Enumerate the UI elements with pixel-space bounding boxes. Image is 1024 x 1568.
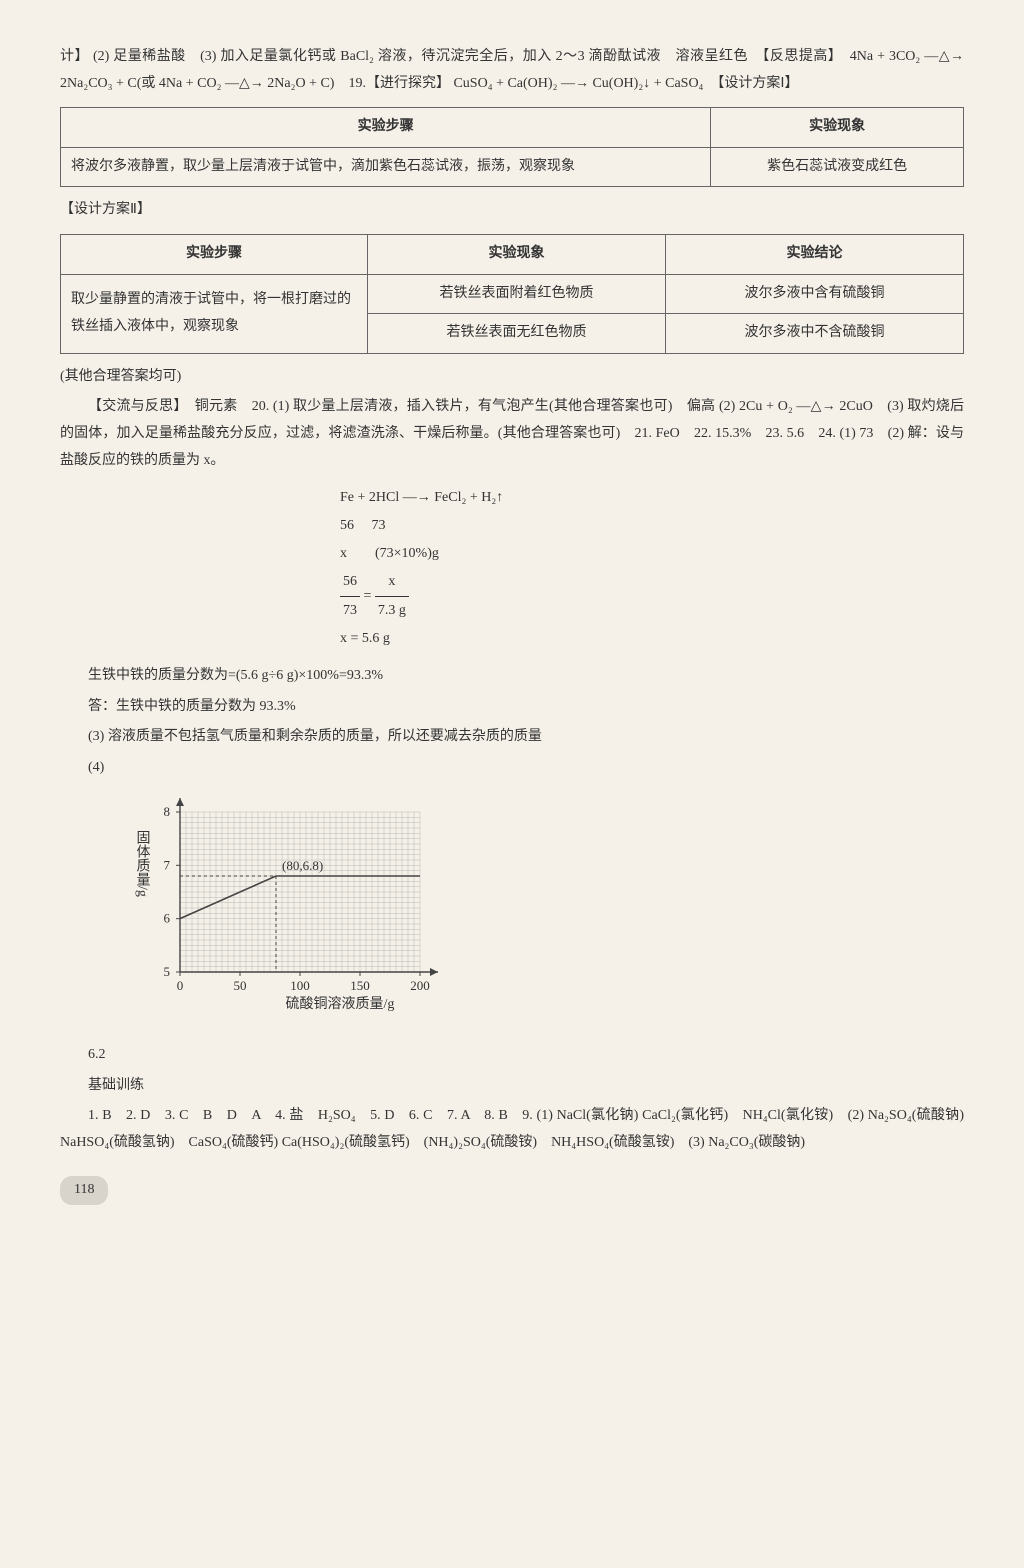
section-6-2-title: 基础训练 [60,1073,964,1100]
line-chart: 0 50 100 150 200 5 6 7 8 (80,6.8) 硫酸铜溶液质量/g 固体质量/g [120,792,964,1033]
svg-text:150: 150 [350,978,370,993]
frac-1: 56 73 [340,568,360,625]
t2-r1-phenomenon: 若铁丝表面附着红色物质 [368,274,666,314]
t2-r2-conclusion: 波尔多液中不含硫酸铜 [666,314,964,354]
svg-text:5: 5 [164,964,171,979]
eq-line-4: 56 73 = x 7.3 g [340,568,964,625]
eq-line-2: 56 73 [340,512,964,540]
svg-text:固体质量/g: 固体质量/g [135,830,151,897]
t1-header-steps: 实验步骤 [61,108,711,148]
svg-text:(80,6.8): (80,6.8) [282,858,323,873]
t2-cell-steps: 取少量静置的清液于试管中，将一根打磨过的铁丝插入液体中，观察现象 [61,274,368,353]
frac-2-num: x [375,568,409,597]
t1-header-phenomenon: 实验现象 [711,108,964,148]
frac-2-den: 7.3 g [375,597,409,625]
paragraph-3: 【交流与反思】 铜元素 20. (1) 取少量上层清液，插入铁片，有气泡产生(其… [60,394,964,474]
t2-r1-conclusion: 波尔多液中含有硫酸铜 [666,274,964,314]
section-6-2: 6.2 [60,1042,964,1069]
frac-2: x 7.3 g [375,568,409,625]
table-design-1: 实验步骤 实验现象 将波尔多液静置，取少量上层清液于试管中，滴加紫色石蕊试液，振… [60,107,964,187]
svg-text:7: 7 [164,857,171,872]
page-number: 118 [60,1176,964,1205]
paragraph-4: 生铁中铁的质量分数为=(5.6 g÷6 g)×100%=93.3% [60,663,964,690]
paragraph-8: 1. B 2. D 3. C B D A 4. 盐 H₂SO₄ 5. D 6. … [60,1103,964,1156]
eq-line-1: Fe + 2HCl —→ FeCl₂ + H₂↑ [340,484,964,512]
t1-cell-phenomenon: 紫色石蕊试液变成红色 [711,147,964,187]
svg-text:0: 0 [177,978,184,993]
equation-block: Fe + 2HCl —→ FeCl₂ + H₂↑ 56 73 x (73×10%… [340,484,964,653]
paragraph-7: (4) [60,755,964,782]
svg-text:100: 100 [290,978,310,993]
t2-r2-phenomenon: 若铁丝表面无红色物质 [368,314,666,354]
paragraph-1: 计】 (2) 足量稀盐酸 (3) 加入足量氯化钙或 BaCl₂ 溶液，待沉淀完全… [60,44,964,97]
page-number-badge: 118 [60,1176,108,1205]
subheading-design-2: 【设计方案Ⅱ】 [60,197,964,224]
svg-text:硫酸铜溶液质量/g: 硫酸铜溶液质量/g [286,996,395,1012]
frac-1-num: 56 [340,568,360,597]
t2-header-phenomenon: 实验现象 [368,234,666,274]
frac-1-den: 73 [340,597,360,625]
paragraph-5: 答：生铁中铁的质量分数为 93.3% [60,694,964,721]
t2-header-steps: 实验步骤 [61,234,368,274]
paragraph-2: (其他合理答案均可) [60,364,964,391]
chart-svg: 0 50 100 150 200 5 6 7 8 (80,6.8) 硫酸铜溶液质量/g 固体质量/g [120,792,460,1022]
paragraph-6: (3) 溶液质量不包括氢气质量和剩余杂质的质量，所以还要减去杂质的质量 [60,724,964,751]
svg-text:6: 6 [164,910,171,925]
t1-cell-steps: 将波尔多液静置，取少量上层清液于试管中，滴加紫色石蕊试液，振荡，观察现象 [61,147,711,187]
t2-header-conclusion: 实验结论 [666,234,964,274]
table-design-2: 实验步骤 实验现象 实验结论 取少量静置的清液于试管中，将一根打磨过的铁丝插入液… [60,234,964,354]
svg-text:50: 50 [234,978,247,993]
svg-text:200: 200 [410,978,430,993]
eq-line-5: x = 5.6 g [340,625,964,653]
svg-text:8: 8 [164,804,171,819]
eq-line-3: x (73×10%)g [340,540,964,568]
